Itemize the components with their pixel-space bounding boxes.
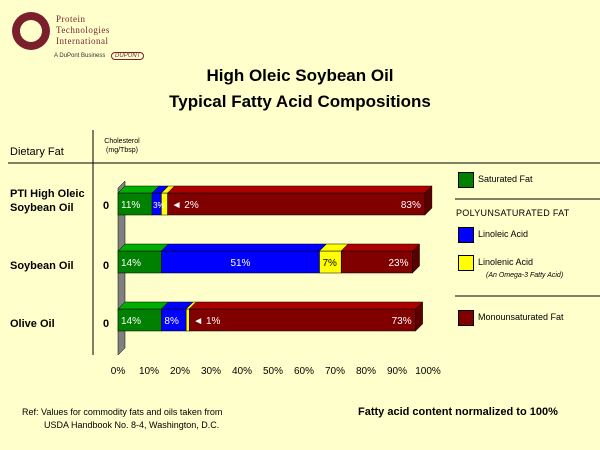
data-label: 7% — [323, 258, 338, 269]
x-tick-label: 10% — [139, 366, 159, 377]
dietary-fat-header: Dietary Fat — [10, 146, 64, 158]
bar-segment-side — [424, 185, 433, 216]
data-label: 83% — [401, 200, 421, 211]
data-label: 14% — [121, 258, 141, 269]
cholesterol-value-pti: 0 — [103, 200, 110, 212]
bar-segment-side — [415, 301, 423, 332]
bar-segment-top — [166, 185, 433, 194]
x-tick-label: 0% — [111, 366, 126, 377]
legend-swatch-mono — [458, 310, 474, 326]
x-tick-label: 20% — [170, 366, 190, 377]
legend-label-mono: Monounsaturated Fat — [478, 312, 564, 322]
row-label-pti-line1: PTI High Oleic — [10, 188, 85, 200]
bar-segment-top — [160, 243, 328, 252]
bar-segment — [185, 308, 190, 332]
data-label: ◄ 1% — [193, 316, 220, 327]
data-label: 14% — [121, 316, 141, 327]
x-tick-label: 100% — [415, 366, 441, 377]
legend-swatch-linolenic — [458, 255, 474, 271]
reference-note: Ref: Values for commodity fats and oils … — [22, 406, 222, 432]
chart-title: High Oleic Soybean Oil — [206, 66, 394, 85]
bar-segment-top — [340, 243, 421, 252]
company-logo: Protein Technologies International A DuP… — [8, 10, 158, 70]
data-label: 73% — [392, 316, 412, 327]
data-label: ◄ 2% — [172, 200, 199, 211]
x-tick-label: 80% — [356, 366, 376, 377]
cholesterol-header-line1: Cholesterol — [104, 138, 140, 145]
x-tick-label: 90% — [387, 366, 407, 377]
x-tick-label: 70% — [325, 366, 345, 377]
data-label: 23% — [388, 258, 408, 269]
data-label: 3% — [153, 201, 165, 210]
reference-line1: Ref: Values for commodity fats and oils … — [22, 407, 223, 417]
logo-line-2: Technologies — [56, 25, 110, 35]
cholesterol-value-soybean: 0 — [103, 260, 110, 272]
legend-swatch-saturated — [458, 172, 474, 188]
bar-segment — [167, 192, 426, 216]
row-label-pti: PTI High Oleic Soybean Oil — [10, 187, 85, 215]
row-label-pti-line2: Soybean Oil — [10, 202, 74, 214]
x-tick-label: 50% — [263, 366, 283, 377]
reference-line2: USDA Handbook No. 8-4, Washington, D.C. — [44, 420, 220, 430]
dupont-badge: DUPONT — [111, 52, 145, 60]
legend-swatch-linoleic — [458, 227, 474, 243]
x-tick-label: 30% — [201, 366, 221, 377]
row-label-olive: Olive Oil — [10, 318, 55, 330]
legend-label-saturated: Saturated Fat — [478, 174, 533, 184]
data-label: 11% — [121, 200, 140, 211]
bar-segment-top — [188, 301, 424, 310]
cholesterol-value-olive: 0 — [103, 318, 110, 330]
bar-segment-side — [412, 243, 420, 274]
bar-segment — [189, 308, 416, 332]
cholesterol-header-line2: (mg/Tbsp) — [106, 147, 138, 154]
legend-poly-header: POLYUNSATURATED FAT — [456, 208, 570, 218]
legend-label-linoleic: Linoleic Acid — [478, 229, 529, 239]
row-label-soybean: Soybean Oil — [10, 260, 74, 272]
logo-line-3: International — [56, 36, 109, 46]
chart-subtitle: Typical Fatty Acid Compositions — [169, 92, 431, 111]
x-tick-label: 60% — [294, 366, 314, 377]
data-label: 51% — [230, 258, 250, 269]
bar-segment-top — [117, 301, 170, 310]
logo-line-1: Protein — [56, 14, 86, 24]
normalization-note: Fatty acid content normalized to 100% — [358, 406, 558, 418]
logo-emblem-icon — [12, 12, 50, 50]
logo-wordmark: Protein Technologies International — [56, 14, 156, 47]
logo-subtitle: A DuPont Business DUPONT — [54, 52, 145, 60]
legend-linolenic-note: (An Omega-3 Fatty Acid) — [486, 272, 564, 279]
logo-sub-text: A DuPont Business — [54, 53, 106, 59]
data-label: 8% — [164, 316, 179, 327]
bar-segment-top — [117, 243, 170, 252]
x-tick-label: 40% — [232, 366, 252, 377]
cholesterol-header: Cholesterol (mg/Tbsp) — [92, 137, 152, 155]
legend-label-linolenic: Linolenic Acid — [478, 257, 534, 267]
